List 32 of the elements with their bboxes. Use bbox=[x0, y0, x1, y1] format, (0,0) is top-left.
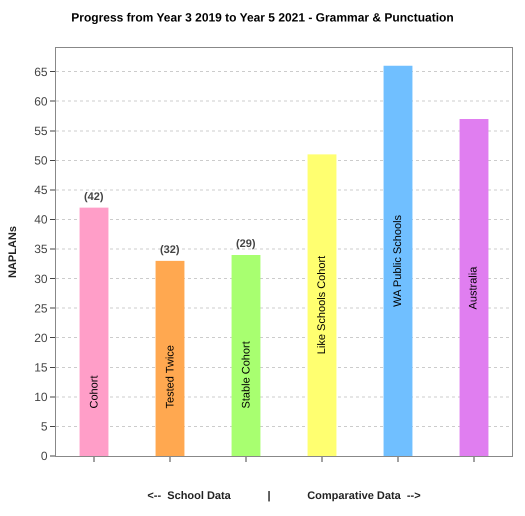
y-tick-label: 35 bbox=[34, 242, 48, 256]
x-axis-title: <-- School Data | Comparative Data --> bbox=[147, 490, 421, 502]
y-tick-label: 55 bbox=[34, 124, 48, 138]
bar bbox=[80, 208, 108, 456]
x-tick-label: Australia bbox=[468, 266, 480, 310]
y-tick-label: 40 bbox=[34, 212, 48, 227]
bar bbox=[232, 254, 260, 456]
x-tick-label: Like Schools Cohort bbox=[316, 256, 328, 354]
y-tick-label: 30 bbox=[34, 272, 48, 286]
x-tick-label: Stable Cohort bbox=[240, 341, 252, 408]
y-tick-label: 60 bbox=[34, 94, 48, 108]
bar bbox=[384, 66, 412, 456]
x-tick-label: WA Public Schools bbox=[392, 214, 404, 307]
y-tick-label: 25 bbox=[34, 301, 48, 316]
x-tick-label: Cohort bbox=[88, 375, 100, 408]
bar bbox=[156, 260, 184, 456]
bar bbox=[308, 154, 336, 456]
y-tick-label: 5 bbox=[40, 420, 48, 434]
y-axis-title: NAPLANs bbox=[6, 226, 19, 278]
chart-title: Progress from Year 3 2019 to Year 5 2021 - Grammar & Punctuation bbox=[71, 10, 454, 24]
y-tick-label: 20 bbox=[34, 330, 48, 345]
y-tick-label: 65 bbox=[34, 64, 48, 79]
annotation: (32) bbox=[160, 244, 180, 256]
y-tick-label: 50 bbox=[34, 154, 48, 168]
y-tick-label: 10 bbox=[34, 390, 48, 404]
annotation: (29) bbox=[236, 238, 256, 250]
y-tick-label: 15 bbox=[34, 360, 48, 374]
bar bbox=[460, 118, 488, 456]
x-tick-label: Tested Twice bbox=[164, 345, 176, 408]
y-tick-label: 45 bbox=[34, 183, 48, 198]
annotation: (42) bbox=[84, 191, 104, 203]
y-tick-label: 0 bbox=[40, 449, 48, 464]
